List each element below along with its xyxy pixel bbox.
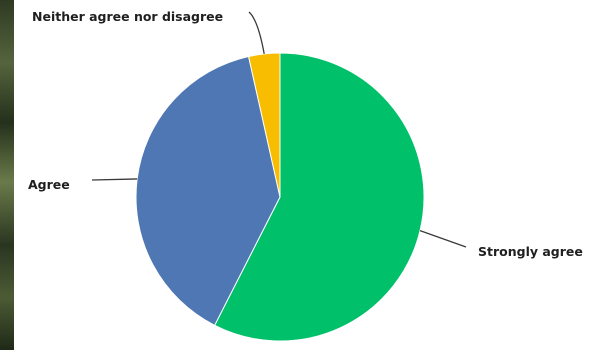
leader-line-strongly-agree <box>419 230 467 248</box>
pie-slice-strongly-agree <box>213 52 425 342</box>
leader-line-agree <box>91 178 138 181</box>
slice-label-strongly-agree: Strongly agree <box>478 244 583 259</box>
background-photo-edge <box>0 0 14 350</box>
slice-label-neither-agree-nor-disagree: Neither agree nor disagree <box>32 9 223 24</box>
leader-line-neither-agree-nor-disagree <box>248 11 265 54</box>
slice-label-agree: Agree <box>28 177 70 192</box>
